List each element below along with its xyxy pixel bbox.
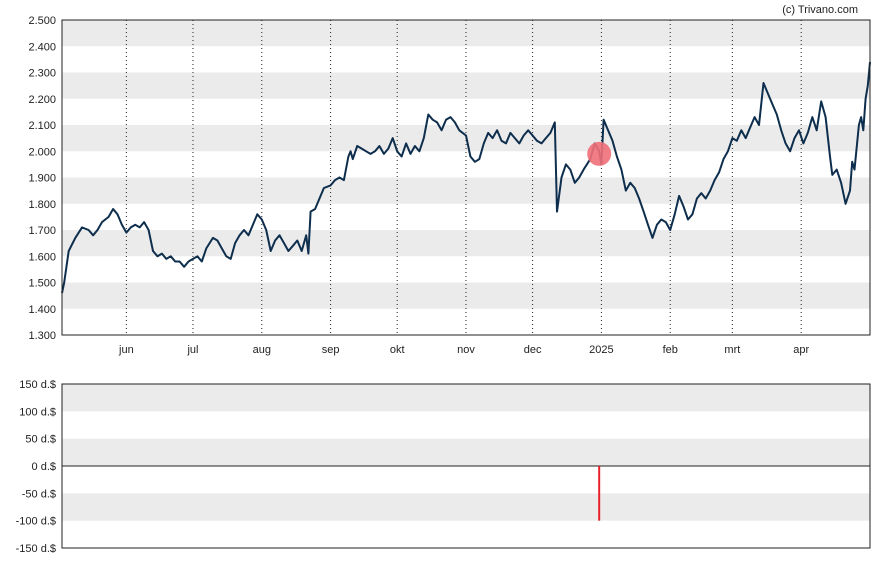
x-tick-label: dec: [524, 344, 542, 356]
y-tick-label: 1.600: [28, 251, 56, 263]
top-month-gridlines: [125, 20, 802, 335]
y-tick-label: 50 d.$: [25, 434, 56, 446]
y-tick-label: -100 d.$: [16, 516, 56, 528]
top-background-bands: [62, 20, 870, 309]
top-x-axis-labels: jun jul aug sep okt nov dec 2025 feb mrt apr: [118, 344, 809, 356]
x-tick-label: okt: [390, 344, 405, 356]
x-tick-label: feb: [663, 344, 678, 356]
top-band: [62, 20, 870, 47]
x-tick-label: sep: [322, 344, 340, 356]
top-y-axis-labels: 2.500 2.400 2.300 2.200 2.100 2.000 1.900 1.800…: [28, 15, 56, 342]
price-series: [61, 61, 871, 294]
y-tick-label: 1.300: [28, 330, 56, 342]
y-tick-label: 2.300: [28, 68, 56, 80]
bottom-band: [62, 438, 870, 466]
x-tick-label: mrt: [724, 344, 740, 356]
bottom-plot-frame: [61, 383, 871, 549]
y-tick-label: 1.800: [28, 199, 56, 211]
x-tick-label: 2025: [589, 344, 613, 356]
credit-text: (c) Trivano.com: [782, 4, 858, 16]
y-tick-label: -150 d.$: [16, 543, 56, 555]
bottom-background-bands: [62, 384, 870, 521]
y-tick-label: 2.000: [28, 146, 56, 158]
y-tick-label: 2.400: [28, 41, 56, 53]
y-tick-label: 150 d.$: [19, 379, 56, 391]
bottom-band: [62, 493, 870, 521]
y-tick-label: 1.900: [28, 173, 56, 185]
y-tick-label: -50 d.$: [22, 488, 56, 500]
top-plot-frame: [61, 19, 871, 336]
x-tick-label: jun: [118, 344, 134, 356]
x-tick-label: nov: [457, 344, 475, 356]
bottom-y-axis-labels: 150 d.$ 100 d.$ 50 d.$ 0 d.$ -50 d.$ -100 d.$…: [16, 379, 56, 555]
top-annotations: [587, 141, 612, 166]
event-marker: [587, 141, 612, 166]
y-tick-label: 1.400: [28, 304, 56, 316]
y-tick-label: 100 d.$: [19, 406, 56, 418]
top-band: [62, 230, 870, 257]
y-tick-label: 1.700: [28, 225, 56, 237]
price-line: [61, 61, 871, 294]
y-tick-label: 1.500: [28, 278, 56, 290]
y-tick-label: 2.500: [28, 15, 56, 27]
y-tick-label: 0 d.$: [32, 461, 56, 473]
x-tick-label: jul: [186, 344, 198, 356]
top-band: [62, 177, 870, 204]
x-tick-label: apr: [793, 344, 809, 356]
y-tick-label: 2.100: [28, 120, 56, 132]
x-tick-label: aug: [253, 344, 271, 356]
y-tick-label: 2.200: [28, 94, 56, 106]
bottom-band: [62, 384, 870, 412]
